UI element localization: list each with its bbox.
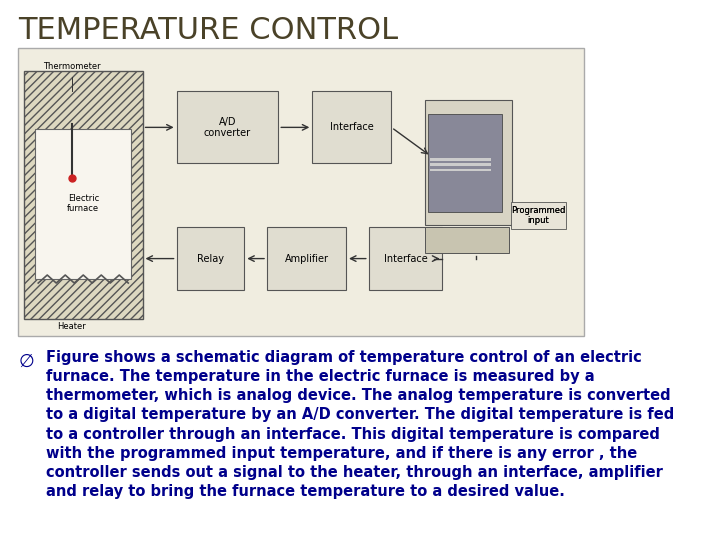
- Text: A/D
converter: A/D converter: [204, 117, 251, 138]
- Text: Programmed
input: Programmed input: [511, 206, 565, 225]
- FancyBboxPatch shape: [267, 227, 346, 291]
- FancyBboxPatch shape: [312, 91, 392, 164]
- Text: Relay: Relay: [197, 254, 224, 264]
- Text: Amplifier: Amplifier: [284, 254, 328, 264]
- Text: Interface: Interface: [330, 123, 374, 132]
- FancyBboxPatch shape: [176, 227, 244, 291]
- Text: Figure shows a schematic diagram of temperature control of an electric
furnace. : Figure shows a schematic diagram of temp…: [45, 350, 674, 499]
- FancyBboxPatch shape: [35, 129, 131, 279]
- FancyBboxPatch shape: [511, 202, 566, 228]
- FancyBboxPatch shape: [24, 71, 143, 319]
- FancyBboxPatch shape: [430, 158, 490, 160]
- Text: Programmed
input: Programmed input: [511, 206, 565, 225]
- FancyBboxPatch shape: [369, 227, 442, 291]
- FancyBboxPatch shape: [176, 91, 279, 164]
- FancyBboxPatch shape: [428, 114, 502, 212]
- Text: Electric
furnace: Electric furnace: [67, 194, 99, 213]
- Text: Thermometer: Thermometer: [43, 62, 101, 71]
- Text: Interface: Interface: [384, 254, 428, 264]
- FancyBboxPatch shape: [430, 168, 490, 171]
- Text: ∅: ∅: [18, 353, 34, 370]
- FancyBboxPatch shape: [18, 48, 584, 336]
- FancyBboxPatch shape: [430, 163, 490, 166]
- Text: Heater: Heater: [58, 322, 86, 330]
- FancyBboxPatch shape: [426, 227, 509, 253]
- Text: TEMPERATURE CONTROL: TEMPERATURE CONTROL: [18, 16, 398, 45]
- FancyBboxPatch shape: [426, 100, 512, 225]
